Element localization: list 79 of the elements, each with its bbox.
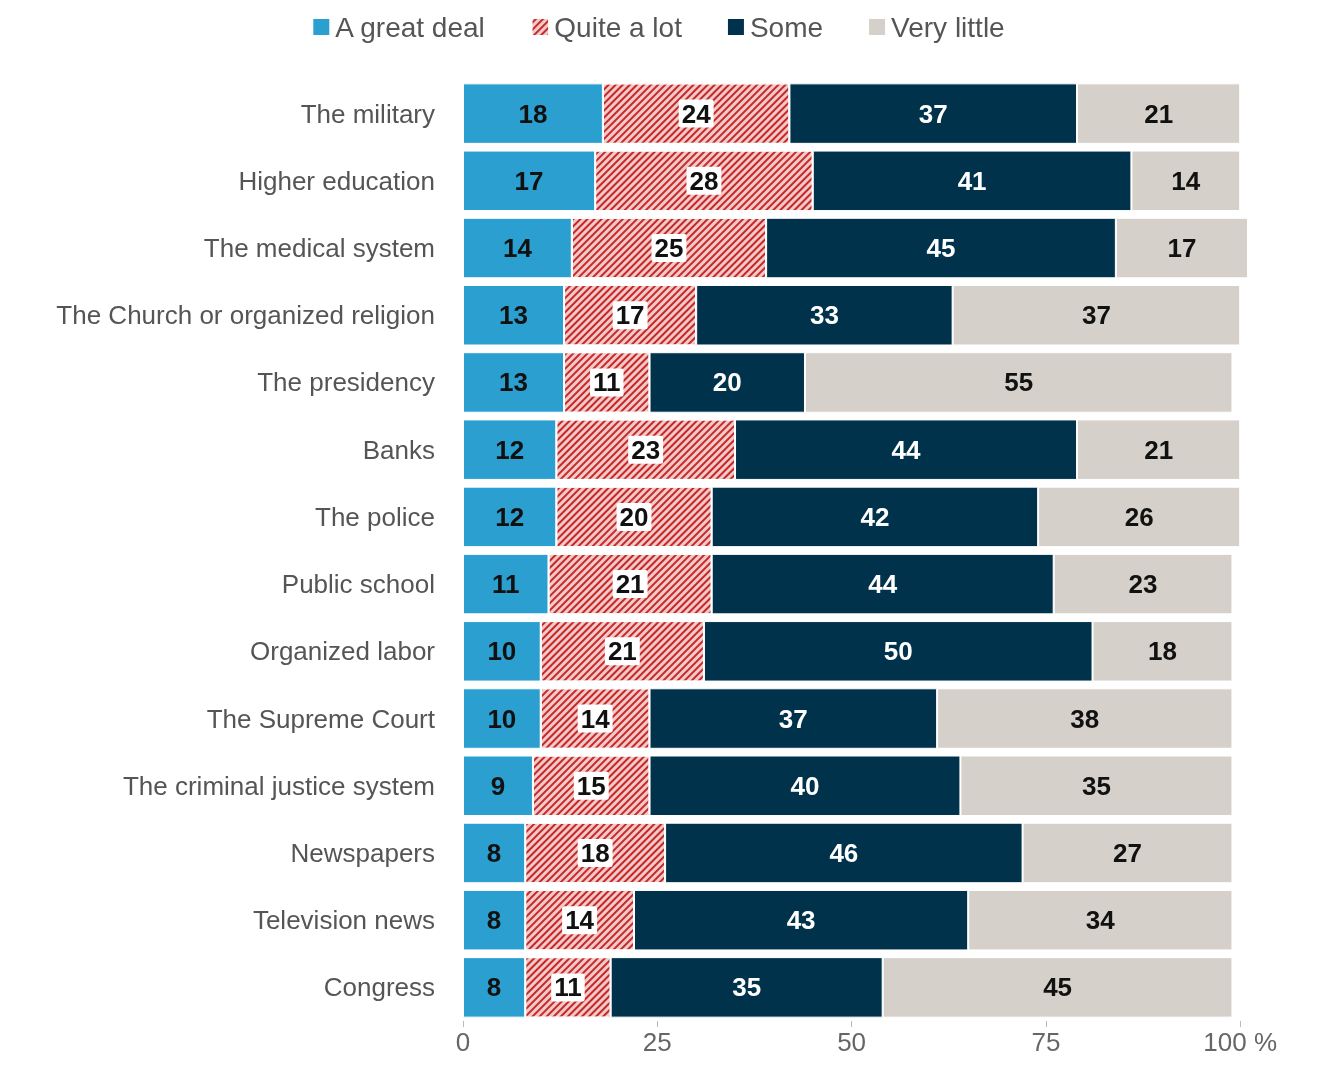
y-tick-label: The medical system (203, 233, 435, 264)
data-label: 11 (554, 972, 582, 1003)
data-label: 24 (681, 98, 712, 129)
data-label: 55 (1004, 367, 1034, 398)
y-tick-label: Congress (323, 972, 435, 1003)
data-label: 11 (593, 367, 621, 398)
data-label: 17 (1167, 233, 1197, 264)
y-tick-label: Banks (362, 434, 435, 465)
y-tick-label: Public school (281, 569, 435, 600)
data-label: 12 (495, 434, 525, 465)
y-tick-label: Newspapers (290, 837, 435, 868)
y-tick-label: The criminal justice system (122, 770, 435, 801)
data-label: 50 (883, 636, 913, 667)
y-tick-label: The military (300, 98, 435, 129)
data-label: 9 (490, 770, 506, 801)
data-label: 11 (492, 569, 520, 600)
data-label: 21 (615, 569, 645, 600)
data-label: 27 (1113, 837, 1142, 868)
data-label: 15 (576, 770, 606, 801)
data-label: 18 (1148, 636, 1177, 667)
legend-label: A great deal (335, 11, 485, 43)
data-label: 38 (1070, 703, 1100, 734)
data-label: 14 (502, 233, 533, 264)
data-label: 20 (712, 367, 742, 398)
y-tick-label: The police (315, 501, 435, 532)
data-label: 21 (1144, 98, 1174, 129)
data-label: 18 (580, 837, 610, 868)
data-label: 46 (829, 837, 859, 868)
x-tick-label: 50 (837, 1027, 867, 1057)
data-label: 45 (926, 233, 956, 264)
data-label: 8 (486, 905, 502, 936)
y-tick-label: Organized labor (250, 636, 436, 667)
y-tick-label: Higher education (238, 165, 435, 196)
data-label: 14 (1171, 165, 1201, 196)
data-label: 17 (615, 300, 645, 331)
data-label: 23 (1128, 569, 1158, 600)
data-label: 13 (499, 367, 528, 398)
data-label: 12 (495, 501, 525, 532)
data-label: 35 (732, 972, 762, 1003)
data-label: 10 (487, 636, 517, 667)
data-label: 44 (891, 434, 922, 465)
data-label: 25 (654, 233, 684, 264)
data-label: 21 (607, 636, 637, 667)
data-label: 14 (565, 905, 595, 936)
data-label: 33 (809, 300, 839, 331)
y-tick-label: The Supreme Court (206, 703, 436, 734)
data-label: 34 (1085, 905, 1116, 936)
data-label: 21 (1144, 434, 1174, 465)
data-label: 40 (790, 770, 820, 801)
y-tick-label: Television news (252, 905, 435, 936)
data-label: 26 (1124, 501, 1154, 532)
data-label: 20 (619, 501, 649, 532)
x-tick-label: 100 % (1203, 1027, 1278, 1057)
data-label: 43 (786, 905, 816, 936)
x-tick-label: 75 (1031, 1027, 1061, 1057)
data-label: 13 (499, 300, 528, 331)
data-label: 8 (486, 972, 502, 1003)
data-label: 28 (689, 165, 719, 196)
legend-label: Some (749, 11, 824, 43)
data-label: 37 (1081, 300, 1111, 331)
data-label: 18 (518, 98, 548, 129)
y-tick-label: The Church or organized religion (56, 300, 435, 331)
x-tick-label: 25 (642, 1027, 672, 1057)
data-label: 37 (778, 703, 808, 734)
legend-label: Very little (891, 11, 1005, 43)
y-tick-label: The presidency (257, 367, 435, 398)
data-label: 37 (918, 98, 948, 129)
data-label: 14 (580, 703, 611, 734)
data-label: 10 (487, 703, 517, 734)
data-label: 44 (868, 569, 898, 600)
data-label: 8 (486, 837, 502, 868)
data-label: 42 (860, 501, 890, 532)
data-label: 45 (1043, 972, 1073, 1003)
data-label: 41 (957, 165, 987, 196)
data-label: 17 (514, 165, 544, 196)
data-label: 35 (1081, 770, 1111, 801)
x-tick-label: 0 (455, 1027, 471, 1057)
legend-label: Quite a lot (554, 11, 683, 43)
data-label: 23 (631, 434, 661, 465)
